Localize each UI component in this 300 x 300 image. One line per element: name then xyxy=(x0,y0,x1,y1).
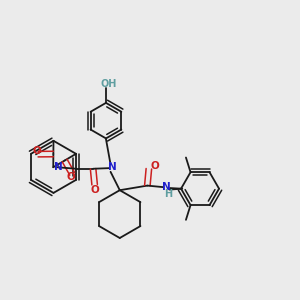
Text: N: N xyxy=(54,162,63,172)
Text: OH: OH xyxy=(100,79,117,88)
Text: N: N xyxy=(108,162,116,172)
Text: H: H xyxy=(164,189,172,199)
Text: N: N xyxy=(162,182,171,192)
Text: O: O xyxy=(90,185,99,195)
Text: O: O xyxy=(150,161,159,171)
Text: O: O xyxy=(32,146,41,156)
Text: O: O xyxy=(66,172,75,182)
